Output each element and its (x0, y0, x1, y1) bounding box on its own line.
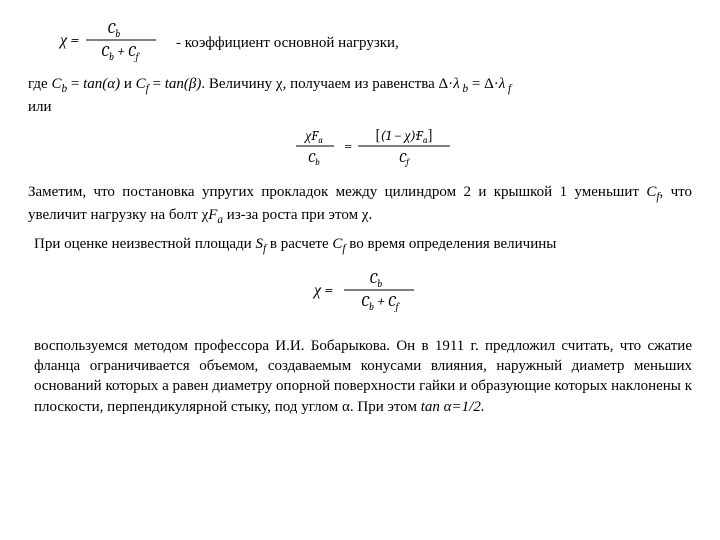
svg-text:Cb: Cb (370, 269, 382, 290)
svg-text:Cf: Cf (399, 149, 410, 168)
sym-tan-beta: tan(β) (165, 76, 202, 92)
paragraph-where: где Cb = tan(α) и Cf = tan(β). Величину … (28, 74, 692, 117)
svg-text:χ =: χ = (312, 281, 334, 299)
paragraph-final: воспользуемся методом профессора И.И. Бо… (34, 336, 692, 417)
eq1-chi: χ = (58, 31, 80, 49)
svg-text:Cb + Cf: Cb + Cf (362, 292, 401, 312)
sym-tan-half: tan α=1/2. (421, 399, 485, 415)
equation-chi-fraction-2: χ = Cb Cb + Cf (290, 268, 430, 312)
equation-chi-Fa: χFa Cb = [(1 − χ)·Fa] Cf (250, 124, 470, 170)
sym-Cf2: Cf (646, 184, 659, 200)
txt: = (67, 76, 83, 92)
svg-text:[(1 − χ)·Fa]: [(1 − χ)·Fa] (375, 126, 433, 146)
row-equation-3: χ = Cb Cb + Cf (28, 268, 692, 318)
sym-Fa: Fa (208, 207, 223, 223)
svg-text:Cb: Cb (108, 19, 120, 40)
svg-text:Cb + Cf: Cb + Cf (102, 42, 141, 62)
page: χ = Cb Cb + Cf - коэффициент основной на… (0, 0, 720, 441)
txt: из-за роста при этом χ. (223, 207, 372, 223)
txt: f (505, 83, 511, 95)
row-equation-2: χFa Cb = [(1 − χ)·Fa] Cf (28, 124, 692, 176)
txt: = Δ· (468, 76, 499, 92)
txt: b (460, 83, 468, 95)
sym-Cf3: Cf (332, 236, 345, 252)
txt: При оценке неизвестной площади (34, 236, 255, 252)
txt: . Величину χ, получаем из равенства Δ· (201, 76, 453, 92)
txt: Заметим, что постановка упругих прокладо… (28, 184, 646, 200)
txt-or: или (28, 99, 52, 115)
equation-1-caption: - коэффициент основной нагрузки, (176, 33, 399, 53)
txt: где (28, 76, 51, 92)
svg-text:χFa: χFa (303, 127, 323, 146)
txt: и (120, 76, 136, 92)
sym-Sf: Sf (255, 236, 266, 252)
row-equation-1: χ = Cb Cb + Cf - коэффициент основной на… (28, 18, 692, 68)
sym-Cf: Cf (136, 76, 149, 92)
txt: = (149, 76, 165, 92)
txt: во время определения величины (346, 236, 557, 252)
sym-tan-alpha: tan(α) (83, 76, 120, 92)
paragraph-note: Заметим, что постановка упругих прокладо… (28, 182, 692, 228)
equation-chi-fraction-1: χ = Cb Cb + Cf (28, 18, 168, 68)
paragraph-eval: При оценке неизвестной площади Sf в расч… (34, 234, 692, 257)
txt: в расчете (266, 236, 332, 252)
txt: воспользуемся методом профессора И.И. Бо… (34, 338, 692, 415)
sym-Cb: Cb (51, 76, 67, 92)
svg-text:Cb: Cb (308, 149, 320, 168)
svg-text:=: = (344, 137, 352, 155)
